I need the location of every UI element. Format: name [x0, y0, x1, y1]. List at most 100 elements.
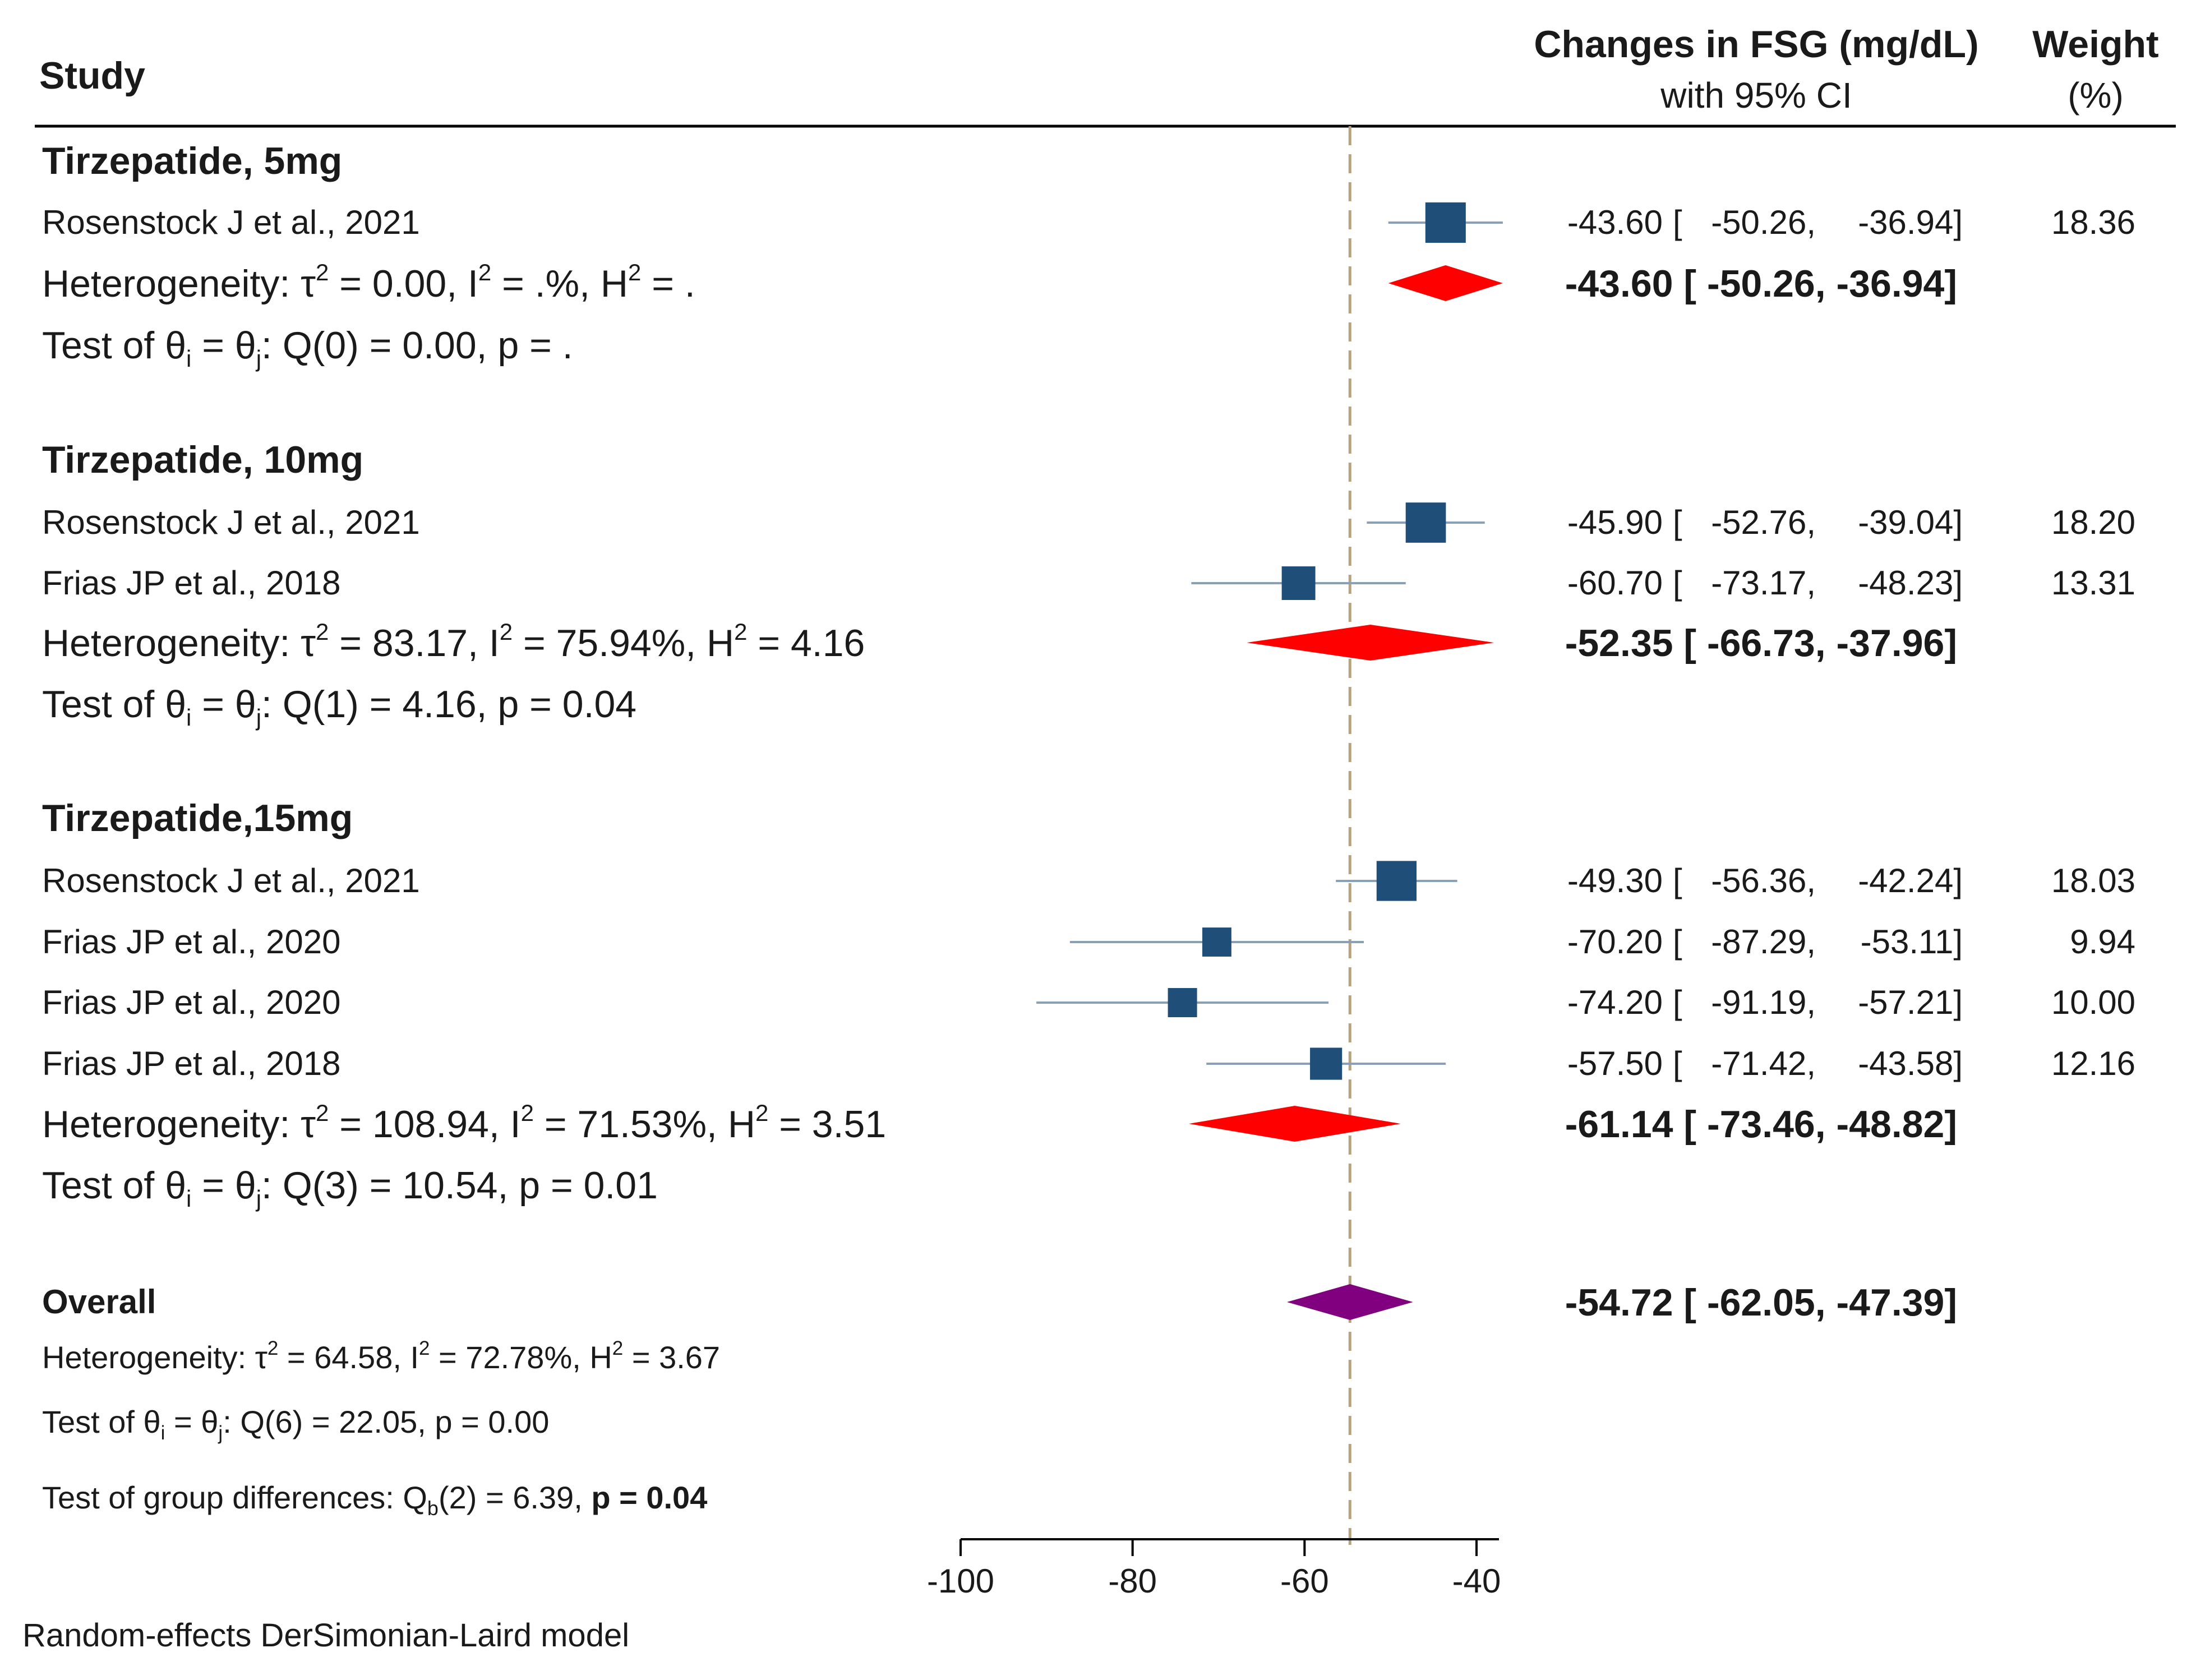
het-sup: 2	[612, 1337, 623, 1359]
test-part: : Q(1) = 4.16, p = 0.04	[261, 683, 636, 726]
ci-bracket: [	[1673, 504, 1682, 541]
test-sub: j	[255, 345, 261, 372]
het-part: = 108.94, I	[329, 1103, 520, 1146]
study-square	[1202, 927, 1231, 957]
header-ci: with 95% CI	[1660, 75, 1852, 116]
study-weight: 18.20	[2051, 504, 2135, 541]
test-part: = θ	[191, 683, 256, 726]
study-weight: 10.00	[2051, 984, 2135, 1021]
ci-bracket: [	[1673, 564, 1682, 602]
group-summary-ci: -52.35 [ -66.73, -37.96]	[1565, 622, 1957, 664]
ci-upper: -36.94]	[1858, 204, 1963, 241]
x-tick-label: -100	[927, 1562, 994, 1600]
ci-bracket: [	[1673, 923, 1682, 961]
het-part: = 83.17, I	[329, 622, 499, 664]
het-part: = 3.67	[623, 1340, 720, 1375]
group-heterogeneity: Heterogeneity: τ2 = 108.94, I2 = 71.53%,…	[42, 1100, 886, 1146]
test-sub: j	[255, 704, 261, 731]
x-tick-label: -60	[1280, 1562, 1329, 1600]
study-label: Frias JP et al., 2018	[42, 564, 341, 602]
het-part: = .%, H	[491, 262, 628, 305]
het-sup: 2	[500, 619, 513, 645]
test-sub: i	[186, 345, 191, 372]
study-square	[1168, 988, 1197, 1017]
het-sup: 2	[316, 1100, 329, 1126]
het-sup: 2	[628, 259, 641, 285]
gd-sub: b	[427, 1497, 439, 1520]
gd-p: p = 0.04	[591, 1480, 707, 1515]
het-sup: 2	[316, 259, 329, 285]
ci-lower: -87.29,	[1711, 923, 1816, 961]
test-sub: j	[218, 1422, 223, 1444]
het-part: = 0.00, I	[329, 262, 478, 305]
ci-bracket: [	[1673, 862, 1682, 899]
header-weight: Weight	[2032, 23, 2158, 66]
ci-bracket: [	[1673, 204, 1682, 241]
effect-estimate: -57.50	[1567, 1045, 1663, 1082]
het-part: = 3.51	[768, 1103, 886, 1146]
test-part: Test of θ	[42, 324, 186, 367]
study-weight: 18.36	[2051, 204, 2135, 241]
test-part: = θ	[191, 324, 256, 367]
het-sup: 2	[521, 1100, 534, 1126]
ci-lower: -50.26,	[1711, 204, 1816, 241]
group-diamond	[1188, 1106, 1401, 1142]
test-part: = θ	[165, 1404, 218, 1439]
het-prefix: Heterogeneity: τ	[42, 1340, 267, 1375]
ci-bracket: [	[1673, 1045, 1682, 1082]
ci-lower: -91.19,	[1711, 984, 1816, 1021]
ci-bracket: [	[1673, 984, 1682, 1021]
test-sub: i	[186, 1185, 191, 1212]
header-effect: Changes in FSG (mg/dL)	[1534, 23, 1978, 66]
study-label: Frias JP et al., 2018	[42, 1045, 341, 1082]
group-diamond	[1247, 625, 1494, 661]
het-prefix: Heterogeneity: τ	[42, 1103, 316, 1146]
het-sup: 2	[419, 1337, 430, 1359]
overall-diamond	[1286, 1284, 1413, 1320]
overall-title: Overall	[42, 1283, 156, 1321]
ci-lower: -56.36,	[1711, 862, 1816, 899]
het-sup: 2	[316, 619, 329, 645]
ci-upper: -42.24]	[1858, 862, 1963, 899]
het-part: = 75.94%, H	[513, 622, 734, 664]
test-sub: i	[161, 1422, 165, 1444]
group-heterogeneity: Heterogeneity: τ2 = 0.00, I2 = .%, H2 = …	[42, 259, 695, 305]
study-square	[1405, 502, 1446, 543]
ci-lower: -71.42,	[1711, 1045, 1816, 1082]
effect-estimate: -45.90	[1567, 504, 1663, 541]
ci-upper: -48.23]	[1858, 564, 1963, 602]
test-part: : Q(6) = 22.05, p = 0.00	[223, 1404, 549, 1439]
test-part: : Q(3) = 10.54, p = 0.01	[261, 1164, 658, 1207]
ci-upper: -43.58]	[1858, 1045, 1963, 1082]
group-heterogeneity: Heterogeneity: τ2 = 83.17, I2 = 75.94%, …	[42, 619, 865, 664]
test-sub: i	[186, 704, 191, 731]
het-part: = 4.16	[747, 622, 865, 664]
het-part: = 71.53%, H	[534, 1103, 755, 1146]
group-test: Test of θi = θj: Q(0) = 0.00, p = .	[42, 324, 573, 372]
ci-upper: -39.04]	[1858, 504, 1963, 541]
test-part: Test of θ	[42, 1404, 161, 1439]
header-study: Study	[39, 54, 145, 97]
study-square	[1376, 861, 1417, 901]
overall-ci: -54.72 [ -62.05, -47.39]	[1565, 1281, 1957, 1324]
test-part: = θ	[191, 1164, 256, 1207]
study-weight: 18.03	[2051, 862, 2135, 899]
study-label: Rosenstock J et al., 2021	[42, 204, 420, 241]
het-part: = 72.78%, H	[430, 1340, 612, 1375]
het-part: = .	[641, 262, 695, 305]
effect-estimate: -74.20	[1567, 984, 1663, 1021]
study-square	[1425, 202, 1466, 243]
test-part: : Q(0) = 0.00, p = .	[261, 324, 573, 367]
ci-lower: -52.76,	[1711, 504, 1816, 541]
group-summary-ci: -43.60 [ -50.26, -36.94]	[1565, 262, 1957, 305]
study-weight: 9.94	[2070, 923, 2135, 961]
effect-estimate: -70.20	[1567, 923, 1663, 961]
test-sub: j	[255, 1185, 261, 1212]
study-square	[1310, 1047, 1342, 1080]
group-title: Tirzepatide,15mg	[42, 797, 353, 839]
overall-test: Test of θi = θj: Q(6) = 22.05, p = 0.00	[42, 1404, 549, 1444]
effect-estimate: -43.60	[1567, 204, 1663, 241]
het-sup: 2	[734, 619, 747, 645]
model-note: Random-effects DerSimonian-Laird model	[22, 1617, 629, 1654]
